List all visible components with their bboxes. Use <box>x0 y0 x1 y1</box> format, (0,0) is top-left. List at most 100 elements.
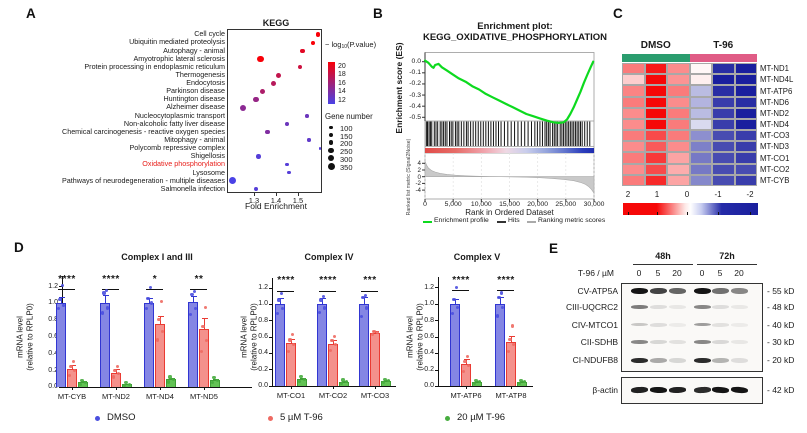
bar-error-cap <box>299 377 306 379</box>
kegg-size-legend-tick-label: 150 <box>340 131 353 141</box>
bar-chart-y-tick <box>269 353 272 355</box>
blot-mw-label: - 20 kD <box>767 355 795 365</box>
bar <box>166 379 176 387</box>
blot-protein-label: CII-SDHB <box>580 337 618 347</box>
bar-chart-sig-stars: **** <box>277 275 295 287</box>
heatmap-cell <box>622 63 645 75</box>
heatmap-cell <box>644 96 667 108</box>
heatmap-cell <box>644 141 667 153</box>
bar-chart-y-axis <box>272 277 273 386</box>
bar-data-dot <box>61 303 65 308</box>
bar-chart-category-label: MT-CO3 <box>360 390 390 400</box>
kegg-dot <box>253 96 260 103</box>
bar-chart-sig-stars: ** <box>194 273 204 285</box>
heatmap-group-strip <box>689 54 757 62</box>
bar-legend-label: 20 µM T-96 <box>457 412 506 423</box>
bar-chart-sig-line <box>146 289 163 291</box>
blot-dose-label: 5 <box>655 268 661 278</box>
bar-legend-dot <box>95 416 100 421</box>
bar <box>517 381 527 386</box>
bar-legend-dot <box>445 416 450 421</box>
bar-chart-x-axis <box>272 385 396 387</box>
bar-data-dot <box>160 329 164 334</box>
bar-data-dot <box>500 306 504 310</box>
bar <box>472 381 482 386</box>
bar-data-dot <box>330 339 334 343</box>
blot-band <box>649 357 667 363</box>
gsea-legend-label-hits: Hits <box>508 217 520 224</box>
bar-data-dot <box>146 297 150 301</box>
bar-data-dot <box>508 338 512 342</box>
bar-data-dot <box>149 286 153 290</box>
bar-data-dot <box>452 297 456 302</box>
bar-data-dot <box>160 299 164 303</box>
bar-chart-sig-stars: **** <box>319 275 337 287</box>
bar-chart-y-label-line1: mRNA level <box>239 315 249 358</box>
bar-chart-category-label: MT-CO1 <box>276 390 306 400</box>
bar-data-dot <box>72 360 76 364</box>
kegg-x-tick-label: 1.5 <box>292 196 304 205</box>
heatmap-scale-tick-label: -2 <box>746 190 754 199</box>
gsea-title-line2: KEGG_OXIDATIVE_PHOSPHORYLATION <box>422 32 608 43</box>
heatmap-cell <box>689 107 712 119</box>
bar-chart-group-tick <box>511 386 512 389</box>
blot-band <box>693 288 711 294</box>
legend-title-prefix: − log <box>325 40 342 49</box>
heatmap-cell <box>689 130 712 142</box>
heatmap-cell <box>712 63 735 75</box>
gsea-x-tick-label: 25,000 <box>555 201 577 208</box>
blot-band <box>630 305 648 309</box>
bar-data-dot <box>322 295 326 299</box>
bar-data-dot <box>322 306 326 310</box>
bar-chart-y-tick-label: 0.8 <box>258 316 268 324</box>
heatmap-cell <box>734 96 757 108</box>
heatmap-cell <box>689 63 712 75</box>
bar-chart-y-tick <box>435 320 438 322</box>
legend-title-suffix: (P.value) <box>347 40 377 49</box>
bar-data-dot <box>204 339 208 343</box>
gsea-x-axis-label: Rank in Ordered Dataset <box>465 208 554 217</box>
kegg-category-label: Endocytosis <box>186 78 225 88</box>
heatmap-scale-tick-label: 2 <box>625 190 631 199</box>
bar-error-line <box>193 296 194 303</box>
heatmap-cell <box>622 118 645 131</box>
kegg-color-legend-tick-label: 18 <box>338 71 346 79</box>
bar-chart-y-tick <box>435 353 438 355</box>
blot-band <box>668 357 686 363</box>
blot-dose-label: 5 <box>717 268 723 278</box>
blot-dose-label: 0 <box>636 268 642 278</box>
bar-data-dot <box>111 375 115 379</box>
bar-data-dot <box>472 381 476 386</box>
gsea-metric-tick-label: 2 <box>417 166 421 174</box>
bar-error-cap <box>508 335 515 337</box>
kegg-category-label: Alzheimer disease <box>166 102 225 112</box>
heatmap-cell <box>712 163 735 175</box>
bar <box>144 303 154 387</box>
heatmap-cell <box>712 96 735 108</box>
kegg-category-label: Thermogenesis <box>175 69 225 79</box>
bar-chart-y-tick <box>269 369 272 371</box>
kegg-title: KEGG <box>262 18 290 28</box>
gsea-x-tick-label: 0 <box>423 201 427 208</box>
bar-chart-sig-line <box>452 290 469 292</box>
bar <box>317 304 327 386</box>
heatmap-cell <box>734 174 757 186</box>
bar-chart-group-tick <box>160 387 161 390</box>
kegg-dot <box>287 170 291 175</box>
kegg-category-label: Parkinson disease <box>166 86 225 96</box>
kegg-size-legend-dot <box>327 155 335 162</box>
bar-data-dot <box>511 343 515 347</box>
kegg-size-legend-dot <box>328 133 334 138</box>
heatmap-cell <box>689 174 712 186</box>
kegg-dot <box>257 55 264 63</box>
panel-c-label: C <box>613 6 623 21</box>
gsea-x-tick-label: 20,000 <box>527 201 549 208</box>
kegg-size-legend-dot <box>328 140 334 146</box>
blot-band <box>711 287 729 295</box>
bar-chart-group-tick <box>291 385 292 389</box>
bar-chart-category-label: MT-ND4 <box>146 392 174 401</box>
gsea-x-tick-label: 30,000 <box>583 201 605 208</box>
blot-main-box <box>621 283 763 372</box>
kegg-category-label: Chemical carcinogenesis - reactive oxyge… <box>62 126 225 136</box>
kegg-dot <box>285 162 289 167</box>
